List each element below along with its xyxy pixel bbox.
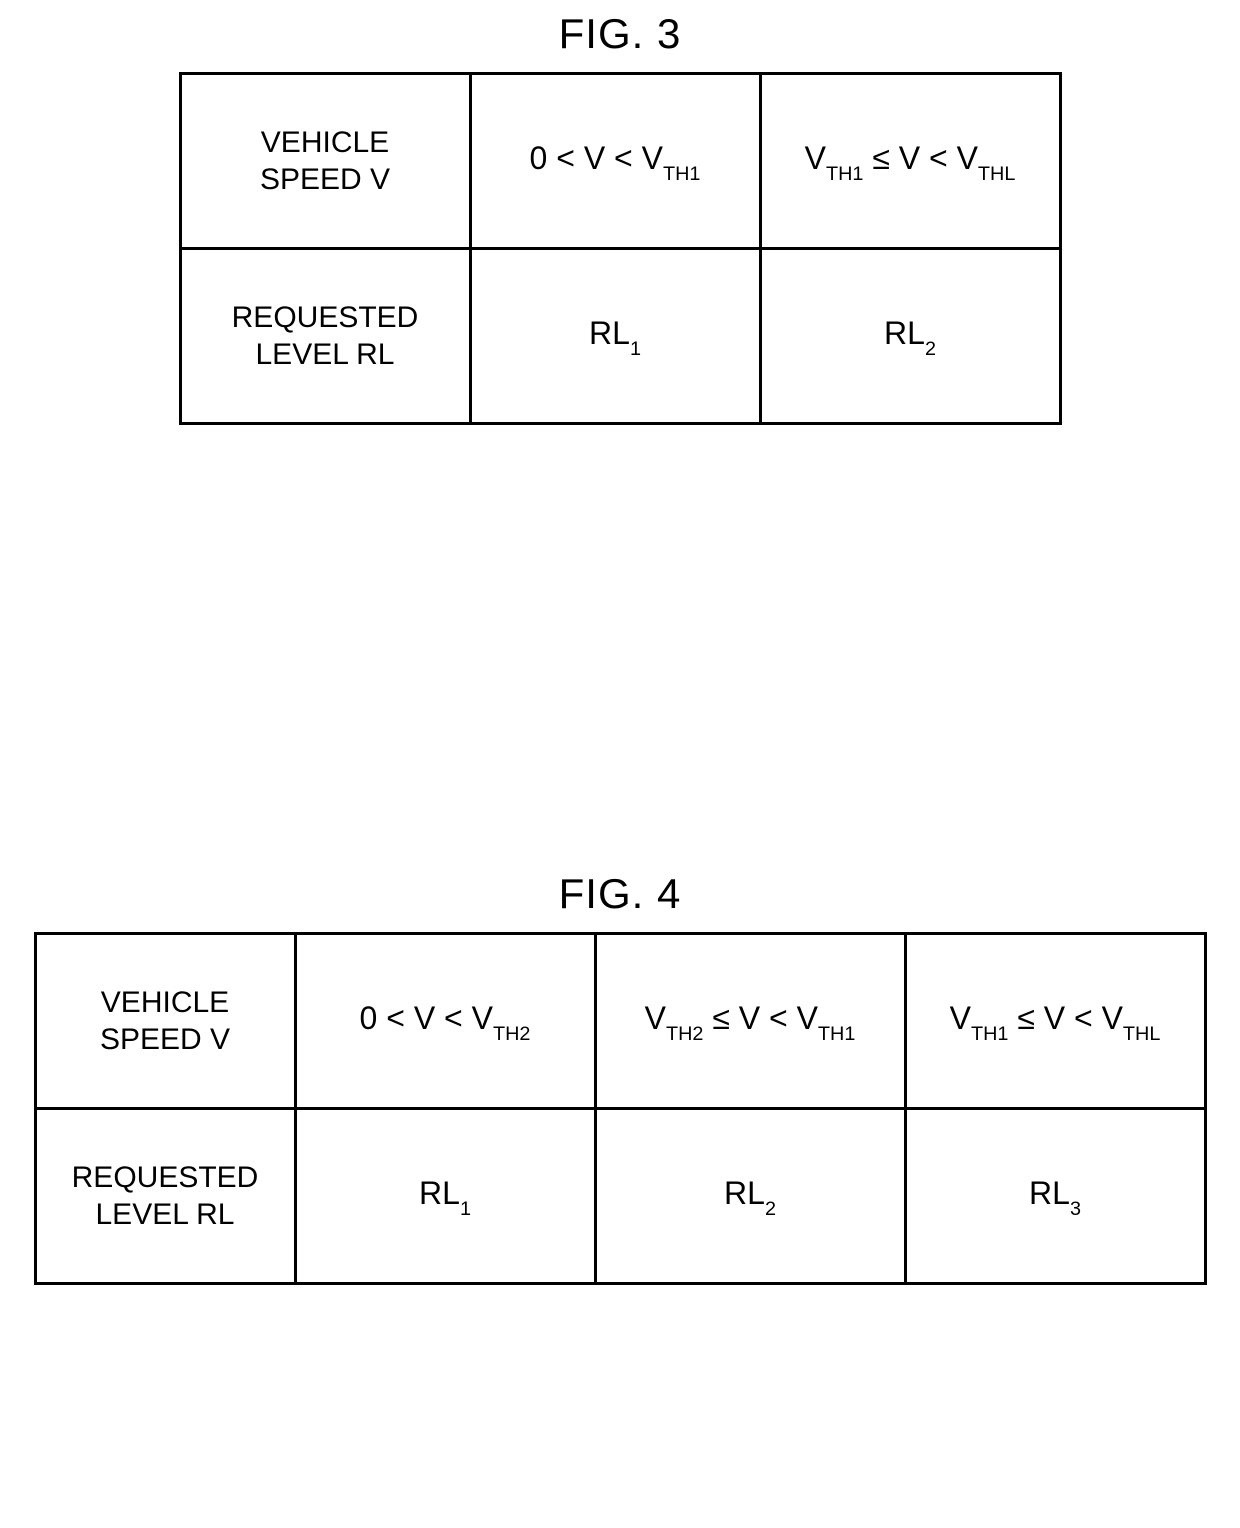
fig4-row2-col3: RL3	[905, 1109, 1205, 1284]
figure-4: FIG. 4 VEHICLE SPEED V 0 < V < VTH2 VTH2…	[0, 870, 1240, 1285]
figure-4-title: FIG. 4	[0, 870, 1240, 918]
table-row: VEHICLE SPEED V 0 < V < VTH2 VTH2 ≤ V < …	[35, 934, 1205, 1109]
subscript: 1	[630, 338, 641, 360]
fig3-row1-col2: VTH1 ≤ V < VTHL	[760, 74, 1060, 249]
fig4-row2-col1: RL1	[295, 1109, 595, 1284]
fig4-row1-label: VEHICLE SPEED V	[35, 934, 295, 1109]
text: RL	[419, 1175, 460, 1211]
subscript: TH2	[666, 1023, 703, 1045]
text: LEVEL RL	[256, 338, 395, 371]
subscript: 2	[765, 1198, 776, 1220]
fig3-row2-col2: RL2	[760, 249, 1060, 424]
text: ≤ V < V	[703, 1000, 818, 1036]
fig4-row2-label: REQUESTED LEVEL RL	[35, 1109, 295, 1284]
subscript: THL	[1123, 1023, 1160, 1045]
figure-3: FIG. 3 VEHICLE SPEED V 0 < V < VTH1 VTH1…	[0, 10, 1240, 425]
table-row: REQUESTED LEVEL RL RL1 RL2	[180, 249, 1060, 424]
fig4-row2-col2: RL2	[595, 1109, 905, 1284]
text: VEHICLE	[261, 126, 389, 159]
text: REQUESTED	[232, 301, 419, 334]
fig3-row2-col1: RL1	[470, 249, 760, 424]
subscript: 2	[925, 338, 936, 360]
text: SPEED V	[100, 1023, 230, 1056]
text: RL	[589, 315, 630, 351]
subscript: THL	[978, 163, 1015, 185]
text: RL	[884, 315, 925, 351]
text: 0 < V < V	[530, 140, 663, 176]
text: V	[645, 1000, 666, 1036]
text: RL	[1029, 1175, 1070, 1211]
text: SPEED V	[260, 163, 390, 196]
text: ≤ V < V	[1008, 1000, 1123, 1036]
text: ≤ V < V	[863, 140, 978, 176]
table-row: VEHICLE SPEED V 0 < V < VTH1 VTH1 ≤ V < …	[180, 74, 1060, 249]
subscript: TH1	[818, 1023, 855, 1045]
text: 0 < V < V	[360, 1000, 493, 1036]
table-row: REQUESTED LEVEL RL RL1 RL2 RL3	[35, 1109, 1205, 1284]
fig4-row1-col3: VTH1 ≤ V < VTHL	[905, 934, 1205, 1109]
subscript: TH1	[826, 163, 863, 185]
text: RL	[724, 1175, 765, 1211]
subscript: 1	[460, 1198, 471, 1220]
text: VEHICLE	[101, 986, 229, 1019]
fig3-row2-label: REQUESTED LEVEL RL	[180, 249, 470, 424]
text: V	[805, 140, 826, 176]
figure-3-table: VEHICLE SPEED V 0 < V < VTH1 VTH1 ≤ V < …	[179, 72, 1062, 425]
text: V	[950, 1000, 971, 1036]
fig4-row1-col2: VTH2 ≤ V < VTH1	[595, 934, 905, 1109]
text: LEVEL RL	[96, 1198, 235, 1231]
fig4-row1-col1: 0 < V < VTH2	[295, 934, 595, 1109]
fig3-row1-col1: 0 < V < VTH1	[470, 74, 760, 249]
subscript: TH2	[493, 1023, 530, 1045]
subscript: TH1	[663, 163, 700, 185]
figure-3-title: FIG. 3	[0, 10, 1240, 58]
fig3-row1-label: VEHICLE SPEED V	[180, 74, 470, 249]
text: REQUESTED	[72, 1161, 259, 1194]
subscript: 3	[1070, 1198, 1081, 1220]
subscript: TH1	[971, 1023, 1008, 1045]
figure-4-table: VEHICLE SPEED V 0 < V < VTH2 VTH2 ≤ V < …	[34, 932, 1207, 1285]
